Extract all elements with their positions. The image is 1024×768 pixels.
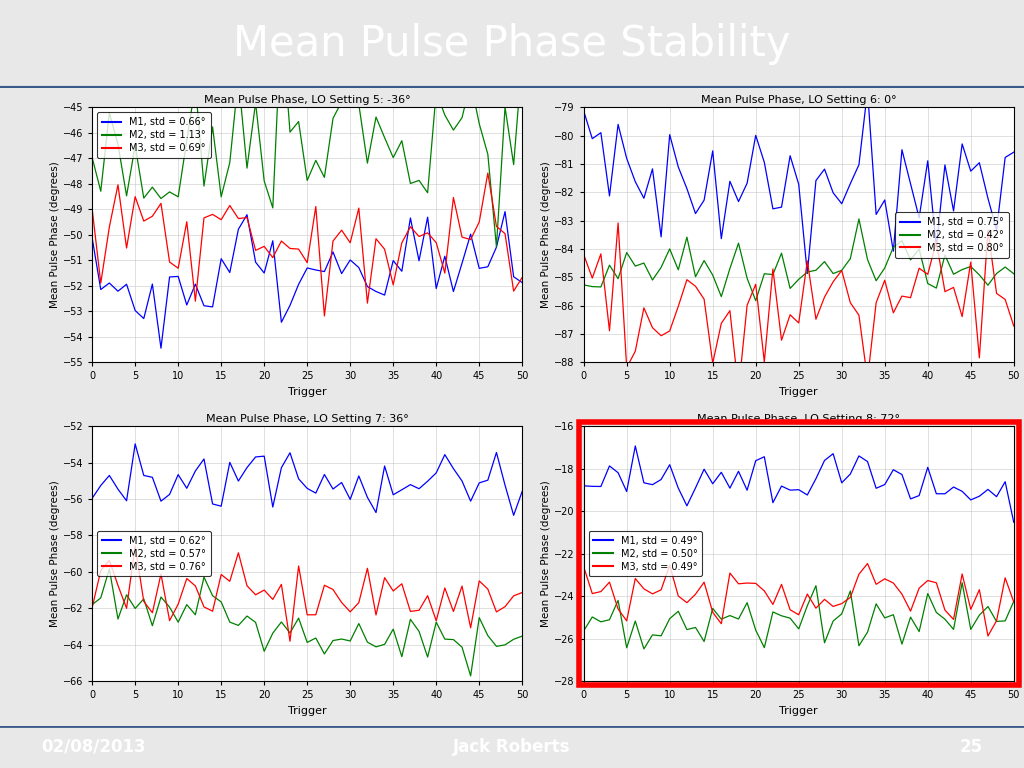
Legend: M1, std = 0.75°, M2, std = 0.42°, M3, std = 0.80°: M1, std = 0.75°, M2, std = 0.42°, M3, st… <box>895 212 1009 258</box>
Title: Mean Pulse Phase, LO Setting 8: 72°: Mean Pulse Phase, LO Setting 8: 72° <box>697 414 900 424</box>
Legend: M1, std = 0.49°, M2, std = 0.50°, M3, std = 0.49°: M1, std = 0.49°, M2, std = 0.50°, M3, st… <box>589 531 702 577</box>
Title: Mean Pulse Phase, LO Setting 6: 0°: Mean Pulse Phase, LO Setting 6: 0° <box>700 95 897 105</box>
Text: Jack Roberts: Jack Roberts <box>454 738 570 756</box>
Text: 25: 25 <box>959 738 983 756</box>
Text: 02/08/2013: 02/08/2013 <box>41 738 145 756</box>
Legend: M1, std = 0.62°, M2, std = 0.57°, M3, std = 0.76°: M1, std = 0.62°, M2, std = 0.57°, M3, st… <box>97 531 211 577</box>
X-axis label: Trigger: Trigger <box>779 387 818 397</box>
X-axis label: Trigger: Trigger <box>288 387 327 397</box>
Y-axis label: Mean Pulse Phase (degrees): Mean Pulse Phase (degrees) <box>542 480 551 627</box>
Text: Mean Pulse Phase Stability: Mean Pulse Phase Stability <box>233 23 791 65</box>
X-axis label: Trigger: Trigger <box>779 706 818 716</box>
Y-axis label: Mean Pulse Phase (degrees): Mean Pulse Phase (degrees) <box>50 480 59 627</box>
Title: Mean Pulse Phase, LO Setting 7: 36°: Mean Pulse Phase, LO Setting 7: 36° <box>206 414 409 424</box>
Y-axis label: Mean Pulse Phase (degrees): Mean Pulse Phase (degrees) <box>542 161 551 308</box>
Title: Mean Pulse Phase, LO Setting 5: -36°: Mean Pulse Phase, LO Setting 5: -36° <box>204 95 411 105</box>
Y-axis label: Mean Pulse Phase (degrees): Mean Pulse Phase (degrees) <box>50 161 59 308</box>
Legend: M1, std = 0.66°, M2, std = 1.13°, M3, std = 0.69°: M1, std = 0.66°, M2, std = 1.13°, M3, st… <box>97 112 211 158</box>
X-axis label: Trigger: Trigger <box>288 706 327 716</box>
